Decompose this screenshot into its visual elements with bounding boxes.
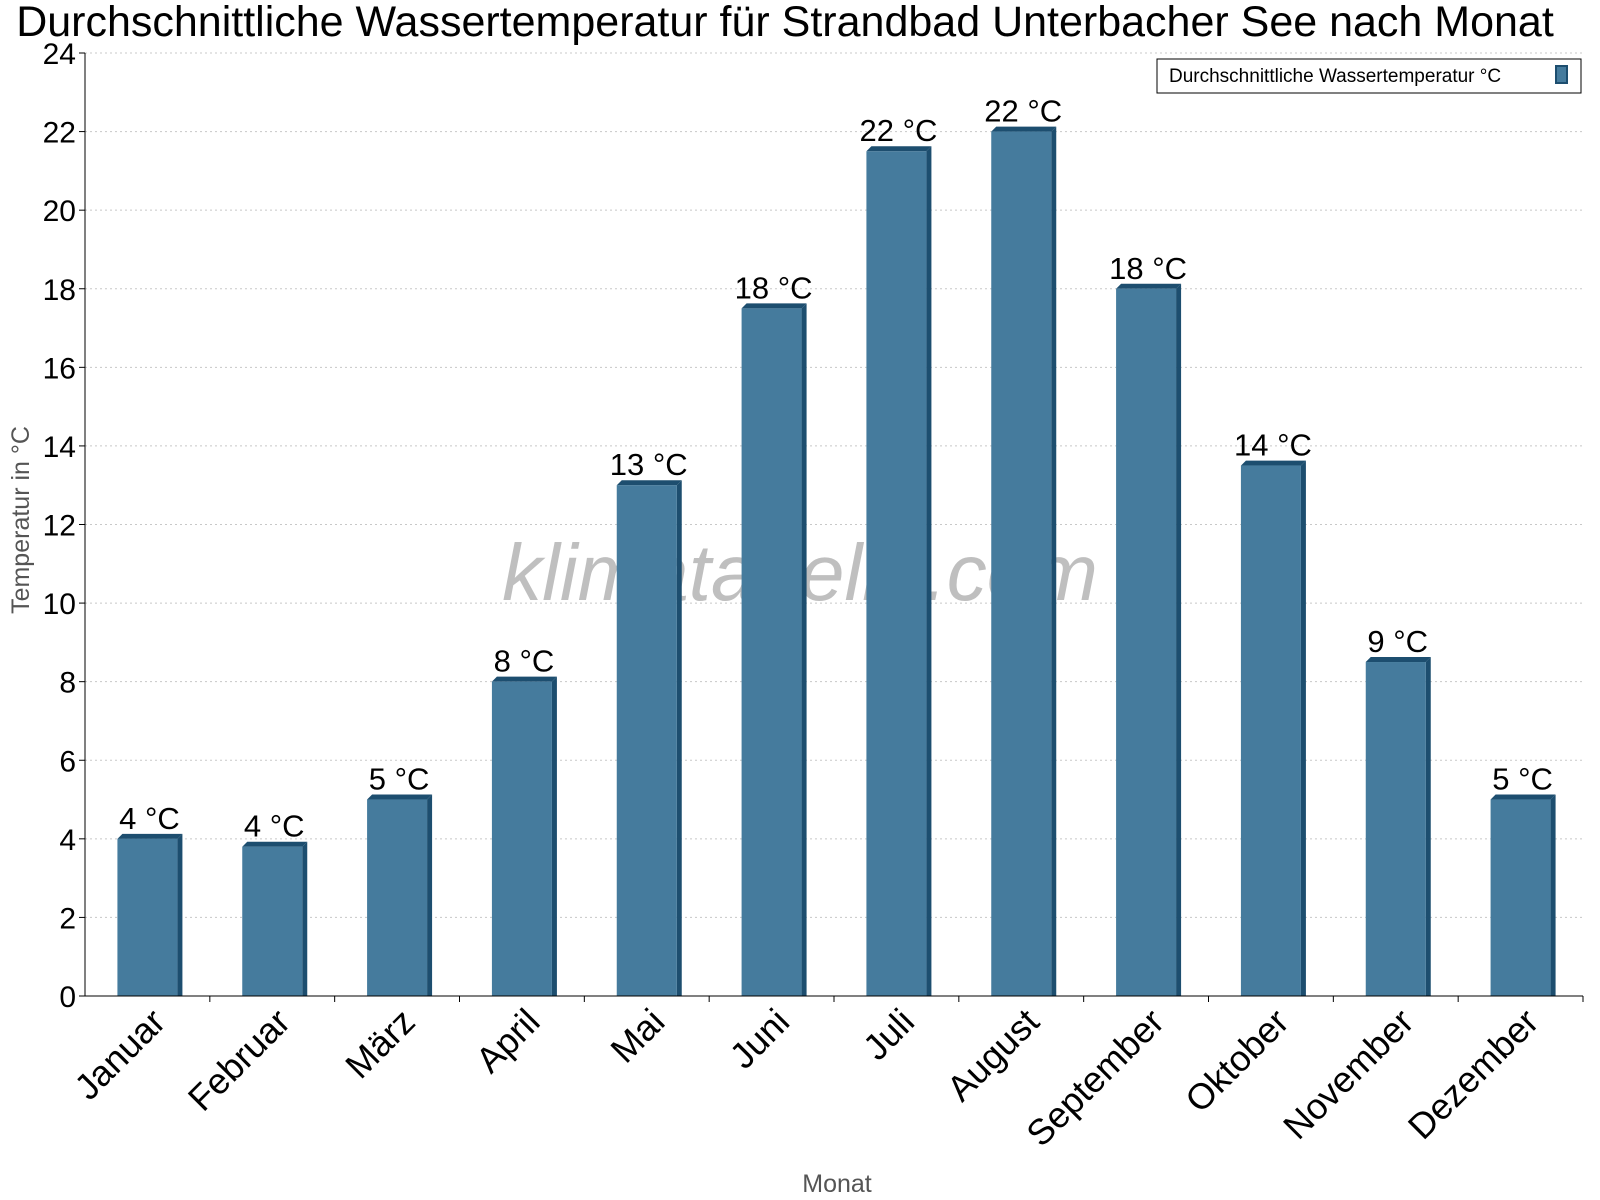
- bar-top: [1490, 794, 1556, 800]
- bar-top: [616, 480, 682, 486]
- bar: [616, 485, 677, 996]
- bar-mai: 13 °C: [610, 447, 688, 996]
- legend-box: [1156, 58, 1582, 94]
- grid-lines: [85, 52, 1583, 918]
- bar-juni: 18 °C: [735, 270, 813, 996]
- bar: [117, 838, 178, 996]
- bar: [242, 846, 303, 996]
- bar-side: [427, 794, 433, 996]
- y-tick-label: 8: [59, 667, 76, 700]
- y-tick-label: 0: [59, 981, 76, 1014]
- x-tick-label: April: [468, 1001, 548, 1081]
- y-tick-label: 18: [43, 274, 76, 307]
- bar-side: [1550, 794, 1556, 996]
- data-label: 4 °C: [119, 801, 180, 836]
- y-tick-label: 20: [43, 195, 76, 228]
- bar: [1240, 465, 1301, 996]
- legend-swatch: [1555, 65, 1568, 84]
- y-tick-label: 2: [59, 902, 76, 935]
- y-tick-label: 10: [43, 588, 76, 621]
- bar: [367, 799, 428, 996]
- x-tick-label: Januar: [66, 1001, 173, 1108]
- x-tick-label: Dezember: [1400, 1001, 1546, 1147]
- bar-januar: 4 °C: [117, 801, 183, 996]
- x-axis-label: Monat: [802, 1170, 872, 1198]
- bar-side: [177, 833, 183, 996]
- bar-top: [866, 146, 932, 152]
- bar-side: [676, 480, 682, 996]
- data-label: 18 °C: [1109, 251, 1187, 286]
- bar-november: 9 °C: [1365, 624, 1431, 996]
- bar-side: [1300, 460, 1306, 996]
- x-axis-ticks: Januar Februar März April Mai Juni Juli AugustS…: [66, 996, 1584, 1155]
- y-tick-label: 24: [43, 38, 76, 71]
- x-tick-label: Juli: [855, 1001, 922, 1068]
- bar-side: [1425, 657, 1431, 996]
- bar: [741, 308, 802, 996]
- bar-side: [926, 146, 932, 996]
- data-label: 5 °C: [369, 762, 430, 797]
- bar-märz: 5 °C: [367, 762, 433, 996]
- data-label: 9 °C: [1367, 624, 1428, 659]
- y-tick-label: 12: [43, 510, 76, 543]
- data-label: 13 °C: [610, 447, 688, 482]
- bar-top: [1240, 460, 1306, 466]
- bar-side: [1176, 283, 1182, 996]
- x-tick-label: September: [1018, 1001, 1172, 1155]
- bar-top: [491, 676, 557, 682]
- bar-top: [991, 126, 1057, 132]
- bar-august: 22 °C: [984, 94, 1062, 997]
- data-label: 14 °C: [1234, 428, 1312, 463]
- bar-series: 4 °C 4 °C 5 °C 8 °C 13 °C 18 °C 22 °C 22 °C 18 °…: [117, 94, 1556, 997]
- bar: [1365, 662, 1426, 996]
- y-tick-label: 16: [43, 352, 76, 385]
- x-tick-label: Oktober: [1177, 1001, 1297, 1121]
- bar: [1116, 288, 1177, 996]
- x-tick-label: August: [939, 1001, 1047, 1109]
- y-axis-label: Temperatur in °C: [7, 426, 35, 614]
- bar-september: 18 °C: [1109, 251, 1187, 996]
- x-tick-label: Februar: [180, 1001, 298, 1119]
- data-label: 4 °C: [244, 809, 305, 844]
- bar: [866, 151, 927, 996]
- bar: [991, 131, 1052, 997]
- x-tick-label: März: [337, 1001, 423, 1087]
- bar-top: [242, 841, 308, 847]
- bar-side: [302, 841, 308, 996]
- bar-top: [1116, 283, 1182, 289]
- legend-entry-label: Durchschnittliche Wassertemperatur °C: [1169, 66, 1501, 87]
- y-tick-label: 14: [43, 431, 76, 464]
- x-tick-label: Mai: [602, 1001, 672, 1071]
- legend: Durchschnittliche Wassertemperatur °C: [1156, 58, 1582, 94]
- data-label: 22 °C: [984, 94, 1062, 129]
- bar-juli: 22 °C: [859, 113, 937, 996]
- data-label: 18 °C: [735, 270, 813, 305]
- data-label: 22 °C: [859, 113, 937, 148]
- bar-dezember: 5 °C: [1490, 762, 1556, 996]
- y-tick-label: 22: [43, 117, 76, 150]
- axes: [84, 53, 1583, 997]
- bar-side: [1051, 126, 1057, 997]
- x-tick-label: November: [1275, 1001, 1421, 1147]
- bar-top: [367, 794, 433, 800]
- y-tick-label: 4: [59, 824, 76, 857]
- chart-title: Durchschnittliche Wassertemperatur für S…: [16, 0, 1554, 46]
- bar-top: [117, 833, 183, 839]
- bar-oktober: 14 °C: [1234, 428, 1312, 996]
- x-tick-label: Juni: [722, 1001, 798, 1077]
- bar-april: 8 °C: [491, 644, 557, 996]
- bar-side: [551, 676, 557, 996]
- data-label: 5 °C: [1492, 762, 1553, 797]
- bar: [1490, 799, 1551, 996]
- bar-side: [801, 303, 807, 996]
- data-label: 8 °C: [494, 644, 555, 679]
- bar-februar: 4 °C: [242, 809, 308, 996]
- bar: [491, 681, 552, 996]
- y-tick-label: 6: [59, 745, 76, 778]
- bar-top: [1365, 657, 1431, 663]
- bar-top: [741, 303, 807, 309]
